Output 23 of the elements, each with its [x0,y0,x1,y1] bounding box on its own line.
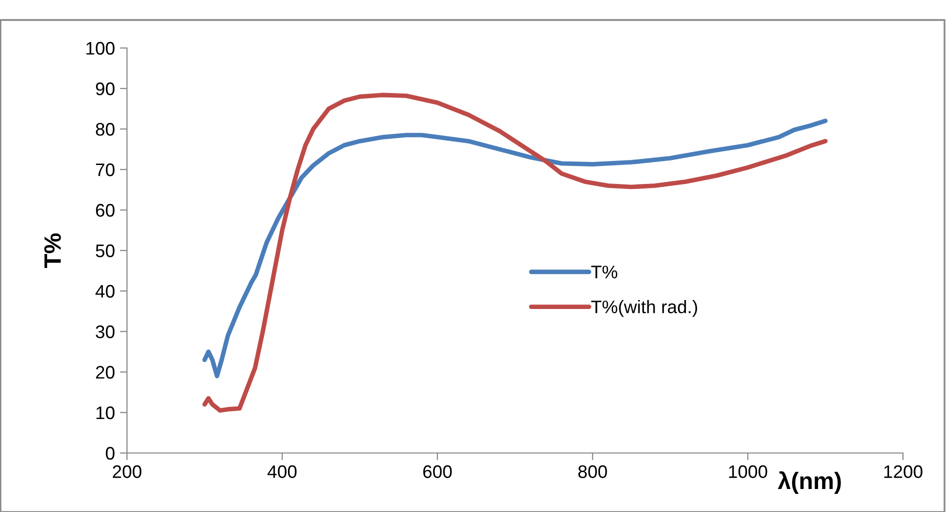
line-series [202,92,828,413]
y-tick-label: 10 [96,406,114,420]
y-tick-label: 50 [96,244,114,258]
x-tick-label: 1000 [729,465,768,478]
legend-label: T% [591,266,618,278]
y-tick-label: 100 [86,42,114,55]
x-tick-label: 200 [112,465,142,478]
y-tick-label: 20 [96,366,114,379]
x-axis-title: λ(nm) [778,471,841,494]
y-axis-title: T% [44,233,61,268]
y-tick-label: 40 [96,284,114,298]
x-tick-label: 1200 [884,465,922,478]
y-tick-label: 90 [96,82,114,96]
x-tick-label: 800 [578,465,607,478]
line-series [202,118,828,378]
y-tick-label: 80 [96,122,114,136]
x-tick-label: 400 [268,465,297,478]
y-tick-label: 60 [96,204,114,217]
x-tick-label: 600 [423,465,452,478]
legend-label: T%(with rad.) [591,300,698,317]
y-tick-label: 30 [96,325,114,338]
y-tick-label: 70 [96,163,114,176]
y-tick-label: 0 [106,446,114,460]
